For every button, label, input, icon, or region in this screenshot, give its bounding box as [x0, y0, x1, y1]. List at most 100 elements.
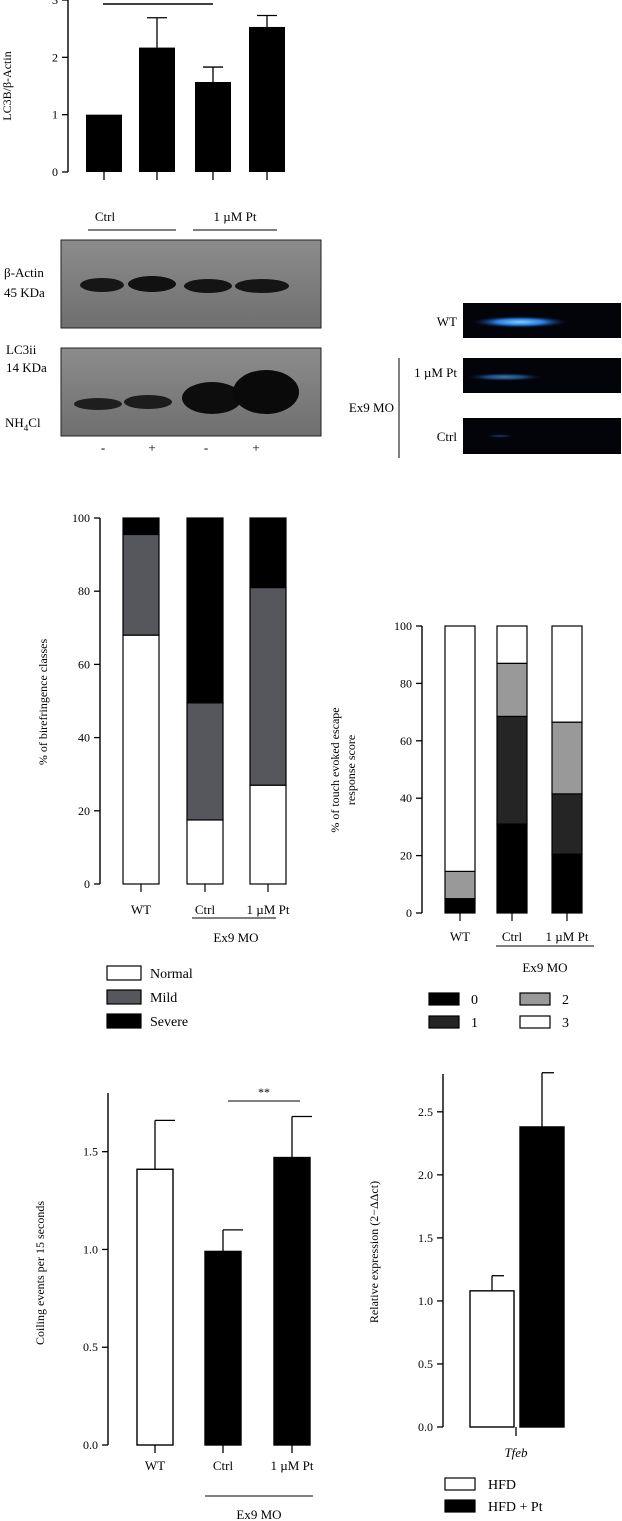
bar-segment: [249, 517, 287, 589]
bar-segment: [551, 625, 583, 723]
bar-segment: [496, 715, 528, 825]
y-tick-label: 60: [78, 657, 90, 671]
bar-segment: [186, 517, 224, 704]
treatment-label: NH4Cl: [5, 415, 41, 433]
legend-label: Mild: [150, 991, 177, 1006]
band-label-actin: β-Actin: [4, 265, 44, 280]
y-tick-label: 60: [400, 734, 412, 748]
group-label: Ex9 MO: [236, 1507, 281, 1521]
birefringence-chart: 0 20 40 60 80 100 WT Ctrl 1 µM Pt % of birefrin…: [36, 511, 290, 1030]
lane-label: -: [101, 440, 105, 455]
bar: [86, 114, 122, 172]
bar: [519, 1126, 565, 1428]
legend-label: Severe: [150, 1015, 188, 1030]
fish-signal: [472, 316, 568, 328]
x-tick-label: WT: [131, 902, 151, 917]
legend-swatch: [519, 1015, 551, 1029]
y-tick-label: 1.0: [83, 1242, 98, 1256]
band-label-actin-kda: 45 KDa: [4, 285, 45, 300]
bar-segment: [444, 898, 476, 914]
western-blot: Ctrl 1 µM Pt β-Actin 45 KDa LC3ii 14 KDa…: [4, 209, 322, 455]
y-axis-label: LC3B/β-Actin: [0, 51, 14, 120]
y-tick-label: 20: [78, 804, 90, 818]
legend-label: 2: [562, 993, 569, 1008]
lane-label: -: [204, 440, 208, 455]
legend-label: HFD + Pt: [488, 1500, 543, 1515]
significance-marker: **: [258, 1085, 270, 1099]
y-tick-label: 2.0: [418, 1168, 433, 1182]
bar-segment: [186, 702, 224, 821]
lc3-bands: [74, 370, 299, 414]
bar: [195, 81, 231, 172]
legend-label: Normal: [150, 967, 193, 982]
bar-segment: [122, 517, 160, 536]
lane-label: +: [148, 440, 155, 455]
y-tick-label: 100: [72, 511, 90, 525]
y-tick-label: 1.0: [418, 1294, 433, 1308]
image-group-label: Ex9 MO: [349, 400, 394, 415]
x-tick-label: 1 µM Pt: [247, 902, 290, 917]
x-tick-label: WT: [145, 1458, 165, 1473]
legend-swatch: [428, 1015, 460, 1029]
y-tick-label: 0: [52, 165, 58, 179]
bar-segment: [496, 823, 528, 914]
y-tick-label: 2: [52, 50, 58, 64]
bar-segment: [249, 784, 287, 885]
legend-label: 3: [562, 1016, 569, 1031]
bar-segment: [551, 721, 583, 795]
y-tick-label: 0.5: [83, 1340, 98, 1354]
actin-bands: [80, 276, 289, 293]
bar-segment: [249, 586, 287, 786]
legend-swatch: [444, 1477, 476, 1491]
y-tick-label: 1.5: [418, 1231, 433, 1245]
legend: HFD HFD + Pt: [444, 1477, 543, 1515]
y-tick-label: 2.5: [418, 1105, 433, 1119]
bar: [249, 26, 285, 172]
x-tick-label: Ctrl: [195, 902, 216, 917]
band-label-lc3-kda: 14 KDa: [6, 360, 47, 375]
y-tick-label: 20: [400, 849, 412, 863]
legend-swatch: [428, 992, 460, 1006]
group-label: Ex9 MO: [522, 960, 567, 975]
y-tick-label: 0: [406, 906, 412, 920]
fish-signal: [486, 434, 514, 438]
legend-swatch: [444, 1499, 476, 1513]
bar-segment: [186, 819, 224, 885]
bar: [204, 1250, 242, 1446]
x-tick-label: 1 µM Pt: [271, 1458, 314, 1473]
y-tick-label: 1.5: [83, 1145, 98, 1159]
legend: Normal Mild Severe: [106, 965, 193, 1030]
y-axis-label: Coiling events per 15 seconds: [33, 1201, 47, 1345]
image-label-pt: 1 µM Pt: [414, 365, 457, 380]
blot-group-label-pt: 1 µM Pt: [214, 209, 257, 224]
bar-segment: [444, 625, 476, 872]
y-tick-label: 0.0: [83, 1438, 98, 1452]
legend-label: HFD: [488, 1478, 516, 1493]
y-axis-label-line2: response score: [344, 735, 358, 805]
coiling-chart: 0.0 0.5 1.0 1.5 WT Ctrl 1 µM Pt ** Coiling ev…: [33, 1085, 314, 1521]
y-axis-label: % of birefringence classes: [36, 639, 50, 766]
y-tick-label: 80: [400, 676, 412, 690]
y-tick-label: 100: [394, 619, 412, 633]
legend-swatch: [106, 965, 142, 981]
y-tick-label: 1: [52, 108, 58, 122]
image-label-ctrl: Ctrl: [437, 429, 458, 444]
bar: [273, 1156, 311, 1446]
y-tick-label: 0: [84, 877, 90, 891]
bar-segment: [551, 793, 583, 855]
blot-group-label-ctrl: Ctrl: [95, 209, 116, 224]
legend-swatch: [519, 992, 551, 1006]
x-tick-label: WT: [450, 929, 470, 944]
y-axis-label: Relative expression (2−ΔΔct): [367, 1181, 381, 1323]
y-axis-label-line1: % of touch evoked escape: [328, 707, 342, 832]
bar-segment: [496, 662, 528, 718]
band-label-lc3: LC3ii: [6, 342, 37, 357]
bar: [136, 1168, 174, 1446]
x-tick-label: Ctrl: [502, 929, 523, 944]
image-label-wt: WT: [437, 314, 457, 329]
bar: [469, 1290, 515, 1428]
y-tick-label: 0.0: [418, 1420, 433, 1434]
fish-signal: [467, 373, 543, 381]
